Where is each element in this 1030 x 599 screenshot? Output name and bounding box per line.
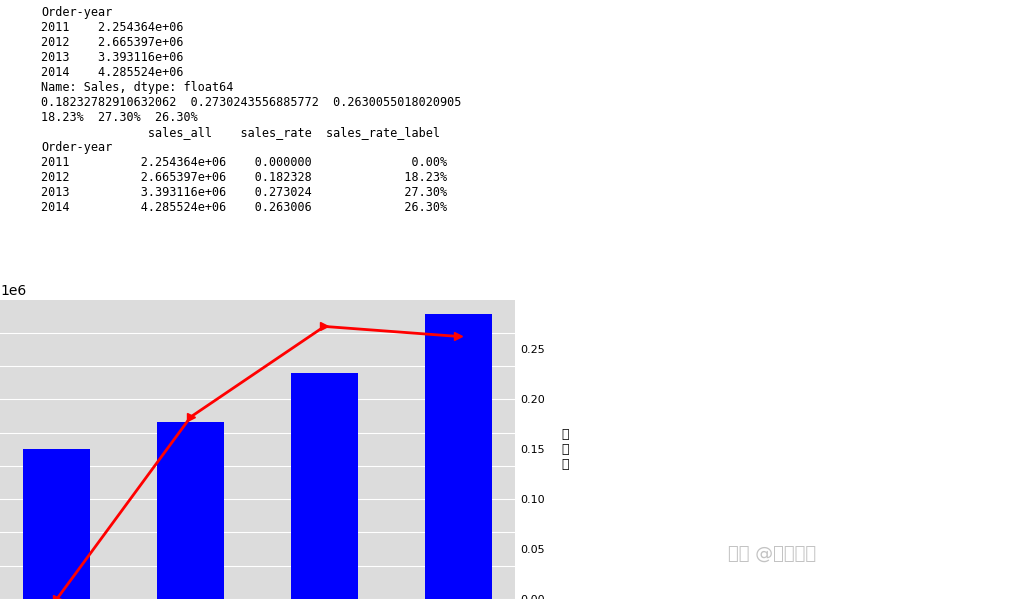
Bar: [290, 373, 357, 599]
Bar: [24, 449, 91, 599]
Text: 知乎 @牧羊少年: 知乎 @牧羊少年: [728, 545, 817, 563]
Bar: [424, 314, 491, 599]
Bar: [158, 422, 225, 599]
Text: Order-year
2011    2.254364e+06
2012    2.665397e+06
2013    3.393116e+06
2014  : Order-year 2011 2.254364e+06 2012 2.6653…: [41, 6, 461, 214]
Y-axis label: 增
长
率: 增 长 率: [561, 428, 570, 471]
